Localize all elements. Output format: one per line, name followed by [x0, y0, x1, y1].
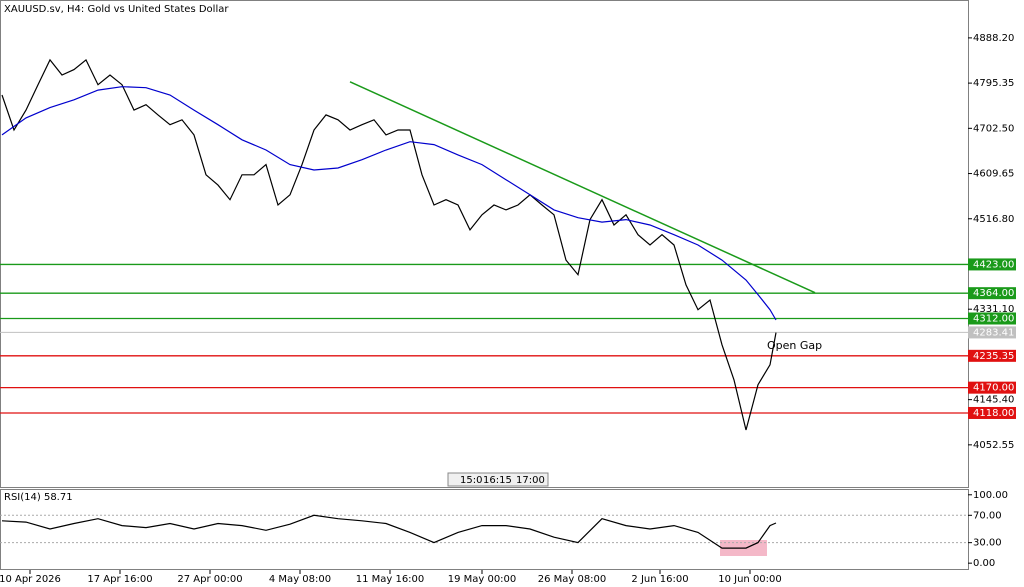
current-price-label: 4283.41: [973, 327, 1014, 338]
y-tick-label: 4052.55: [973, 440, 1014, 451]
rsi-frame: [0, 489, 969, 570]
time-box-label: 15:0: [460, 475, 482, 486]
level-box: [968, 287, 1016, 300]
level-box: [968, 258, 1016, 271]
level-box: [968, 349, 1016, 362]
y-tick-label: 4795.35: [973, 78, 1014, 89]
series-line: [1, 58, 777, 431]
level-label: 4364.00: [973, 288, 1014, 299]
trendline: [349, 81, 816, 294]
level-box: [968, 312, 1016, 325]
x-tick-label: 27 Apr 00:00: [177, 574, 242, 585]
series-line: [1, 514, 777, 549]
x-tick-label: 10 Apr 2026: [0, 574, 61, 585]
level-box: [968, 406, 1016, 419]
time-box: [447, 472, 549, 487]
y-tick-label: 4516.80: [973, 214, 1014, 225]
x-tick-label: 11 May 16:00: [356, 574, 425, 585]
x-tick-label: 17 Apr 16:00: [87, 574, 152, 585]
main-frame: [0, 0, 969, 488]
y-tick-label: 70.00: [973, 510, 1002, 521]
y-tick-label: 4609.65: [973, 169, 1014, 180]
level-label: 4312.00: [973, 313, 1014, 324]
time-box-label: 16:15: [483, 475, 512, 486]
rsi-title: RSI(14) 58.71: [4, 492, 73, 503]
series-line: [1, 86, 777, 321]
x-tick-label: 19 May 00:00: [448, 574, 517, 585]
current-price-box: [968, 326, 1016, 339]
level-label: 4235.35: [973, 351, 1014, 362]
level-label: 4170.00: [973, 383, 1014, 394]
level-label: 4118.00: [973, 408, 1014, 419]
level-label: 4423.00: [973, 259, 1014, 270]
y-tick-label: 4888.20: [973, 33, 1014, 44]
x-tick-label: 2 Jun 16:00: [631, 574, 688, 585]
y-tick-label: 100.00: [973, 490, 1008, 501]
chart-title: XAUUSD.sv, H4: Gold vs United States Dol…: [4, 4, 229, 15]
y-tick-label: 0.00: [973, 558, 995, 569]
x-tick-label: 10 Jun 00:00: [718, 574, 782, 585]
level-box: [968, 381, 1016, 394]
x-tick-label: 4 May 08:00: [269, 574, 331, 585]
x-tick-label: 26 May 08:00: [538, 574, 607, 585]
annotation: Open Gap: [767, 339, 822, 352]
time-box-label: 17:00: [516, 475, 545, 486]
y-tick-label: 30.00: [973, 538, 1002, 549]
y-tick-label: 4702.50: [973, 123, 1014, 134]
y-tick-label: 4145.40: [973, 395, 1014, 406]
y-tick-label: 4331.10: [973, 304, 1014, 315]
